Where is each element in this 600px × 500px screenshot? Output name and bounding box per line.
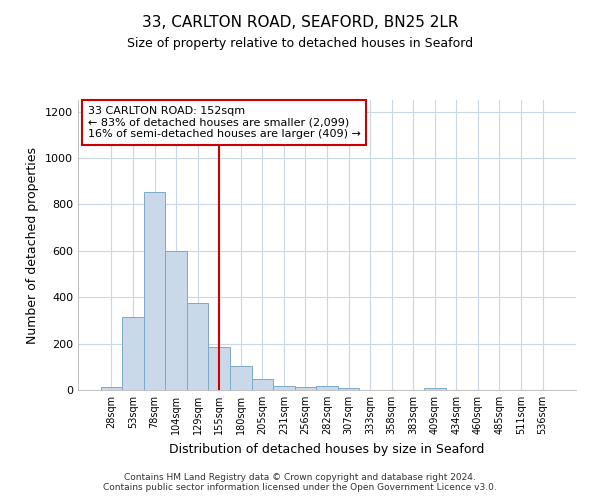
Bar bbox=[187, 303, 208, 390]
Bar bbox=[273, 386, 295, 390]
Bar bbox=[251, 379, 273, 390]
Text: Contains public sector information licensed under the Open Government Licence v3: Contains public sector information licen… bbox=[103, 484, 497, 492]
Text: Contains HM Land Registry data © Crown copyright and database right 2024.: Contains HM Land Registry data © Crown c… bbox=[124, 474, 476, 482]
Bar bbox=[316, 386, 338, 390]
Y-axis label: Number of detached properties: Number of detached properties bbox=[26, 146, 40, 344]
Text: 33 CARLTON ROAD: 152sqm
← 83% of detached houses are smaller (2,099)
16% of semi: 33 CARLTON ROAD: 152sqm ← 83% of detache… bbox=[88, 106, 361, 139]
Bar bbox=[338, 388, 359, 390]
Text: 33, CARLTON ROAD, SEAFORD, BN25 2LR: 33, CARLTON ROAD, SEAFORD, BN25 2LR bbox=[142, 15, 458, 30]
Bar bbox=[101, 387, 122, 390]
X-axis label: Distribution of detached houses by size in Seaford: Distribution of detached houses by size … bbox=[169, 442, 485, 456]
Bar bbox=[230, 366, 251, 390]
Bar bbox=[424, 388, 446, 390]
Text: Size of property relative to detached houses in Seaford: Size of property relative to detached ho… bbox=[127, 38, 473, 51]
Bar bbox=[208, 347, 230, 390]
Bar bbox=[122, 318, 144, 390]
Bar bbox=[295, 386, 316, 390]
Bar bbox=[144, 192, 166, 390]
Bar bbox=[166, 251, 187, 390]
